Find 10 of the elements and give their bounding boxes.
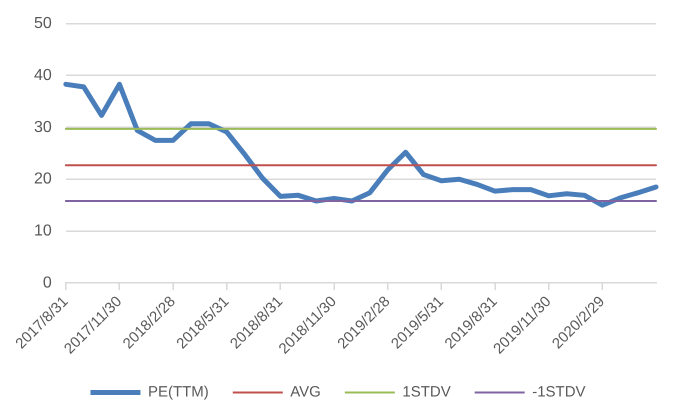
y-tick-label: 20 — [34, 170, 52, 188]
y-tick-label: 50 — [34, 15, 52, 32]
legend-label: PE(TTM) — [148, 384, 209, 401]
legend-label: AVG — [290, 384, 321, 401]
y-tick-label: 10 — [34, 222, 52, 240]
y-tick-label: 40 — [34, 66, 52, 84]
y-tick-label: 30 — [34, 118, 52, 136]
y-tick-label: 0 — [42, 274, 52, 292]
legend-label: -1STDV — [532, 384, 586, 401]
legend-label: 1STDV — [402, 384, 451, 401]
